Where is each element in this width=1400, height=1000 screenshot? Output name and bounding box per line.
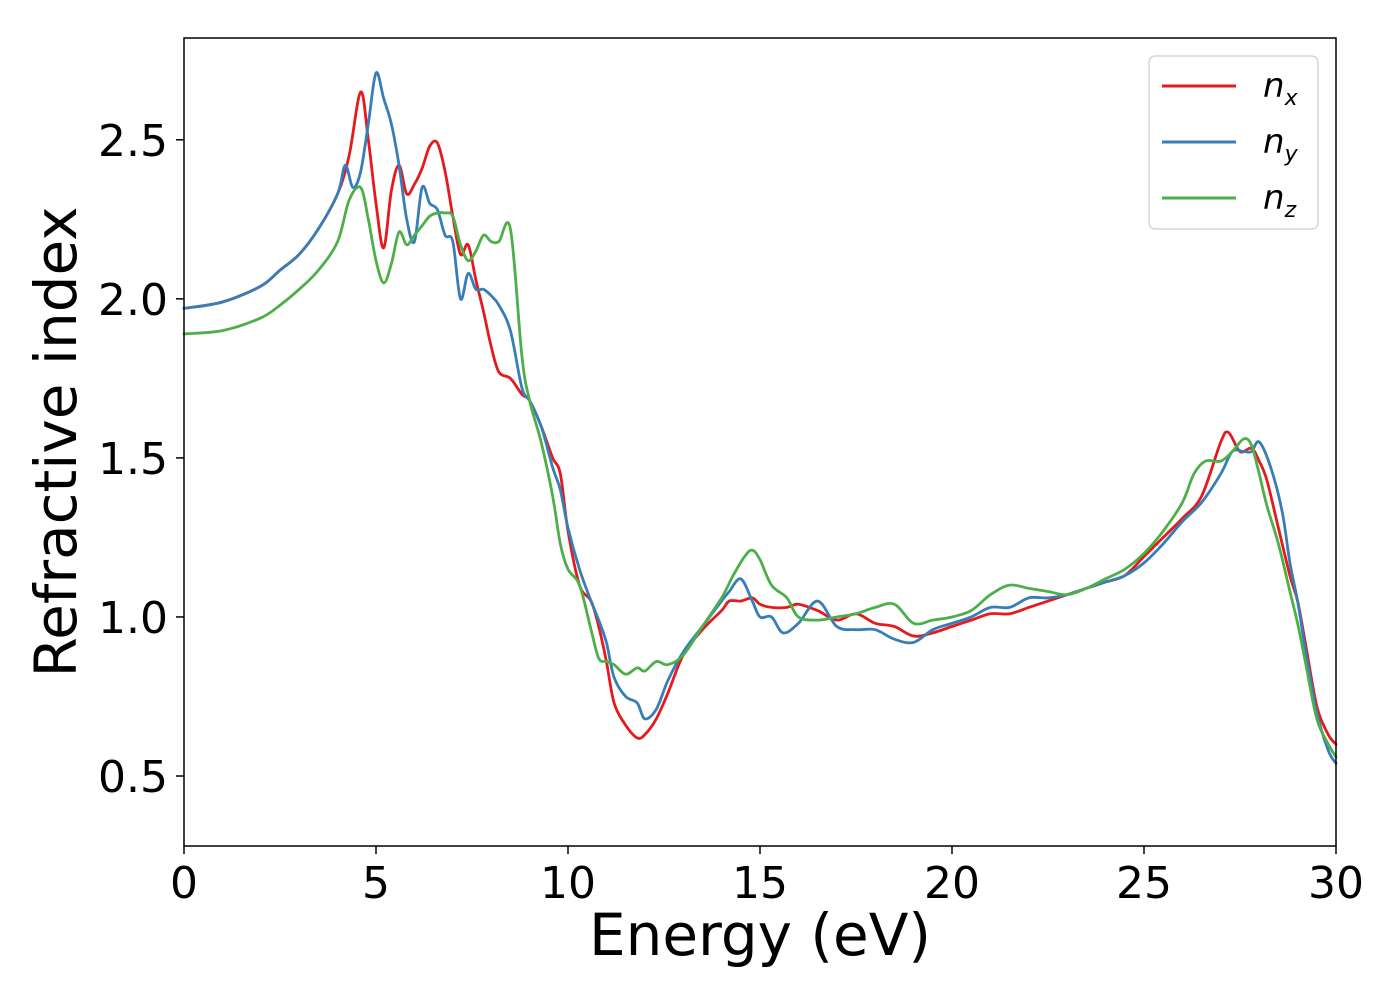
x-tick-label: 30 (1308, 858, 1364, 909)
x-tick-label: 5 (362, 858, 390, 909)
y-axis-label: Refractive index (22, 206, 90, 677)
series-line-z (182, 185, 1338, 759)
plot-area (184, 38, 1336, 846)
series-line-x (182, 90, 1338, 746)
legend: nx ny nz (1148, 55, 1319, 230)
legend-label-z: nz (1263, 178, 1297, 223)
x-axis-ticks: 0 5 10 15 20 25 30 (170, 846, 1364, 909)
series-line-y (182, 71, 1338, 765)
legend-label-x: nx (1263, 66, 1299, 111)
y-tick-label: 1.0 (98, 593, 168, 644)
legend-label-y: ny (1263, 122, 1299, 167)
y-axis-ticks: 0.5 1.0 1.5 2.0 2.5 (98, 116, 184, 803)
y-tick-label: 2.0 (98, 275, 168, 326)
x-tick-label: 25 (1116, 858, 1172, 909)
x-axis-label: Energy (eV) (589, 901, 931, 969)
x-tick-label: 10 (540, 858, 596, 909)
x-tick-label: 0 (170, 858, 198, 909)
x-tick-label: 15 (732, 858, 788, 909)
y-tick-label: 1.5 (98, 434, 168, 485)
y-tick-label: 2.5 (98, 116, 168, 167)
x-tick-label: 20 (924, 858, 980, 909)
series-layer (182, 71, 1338, 765)
y-tick-label: 0.5 (98, 752, 168, 803)
